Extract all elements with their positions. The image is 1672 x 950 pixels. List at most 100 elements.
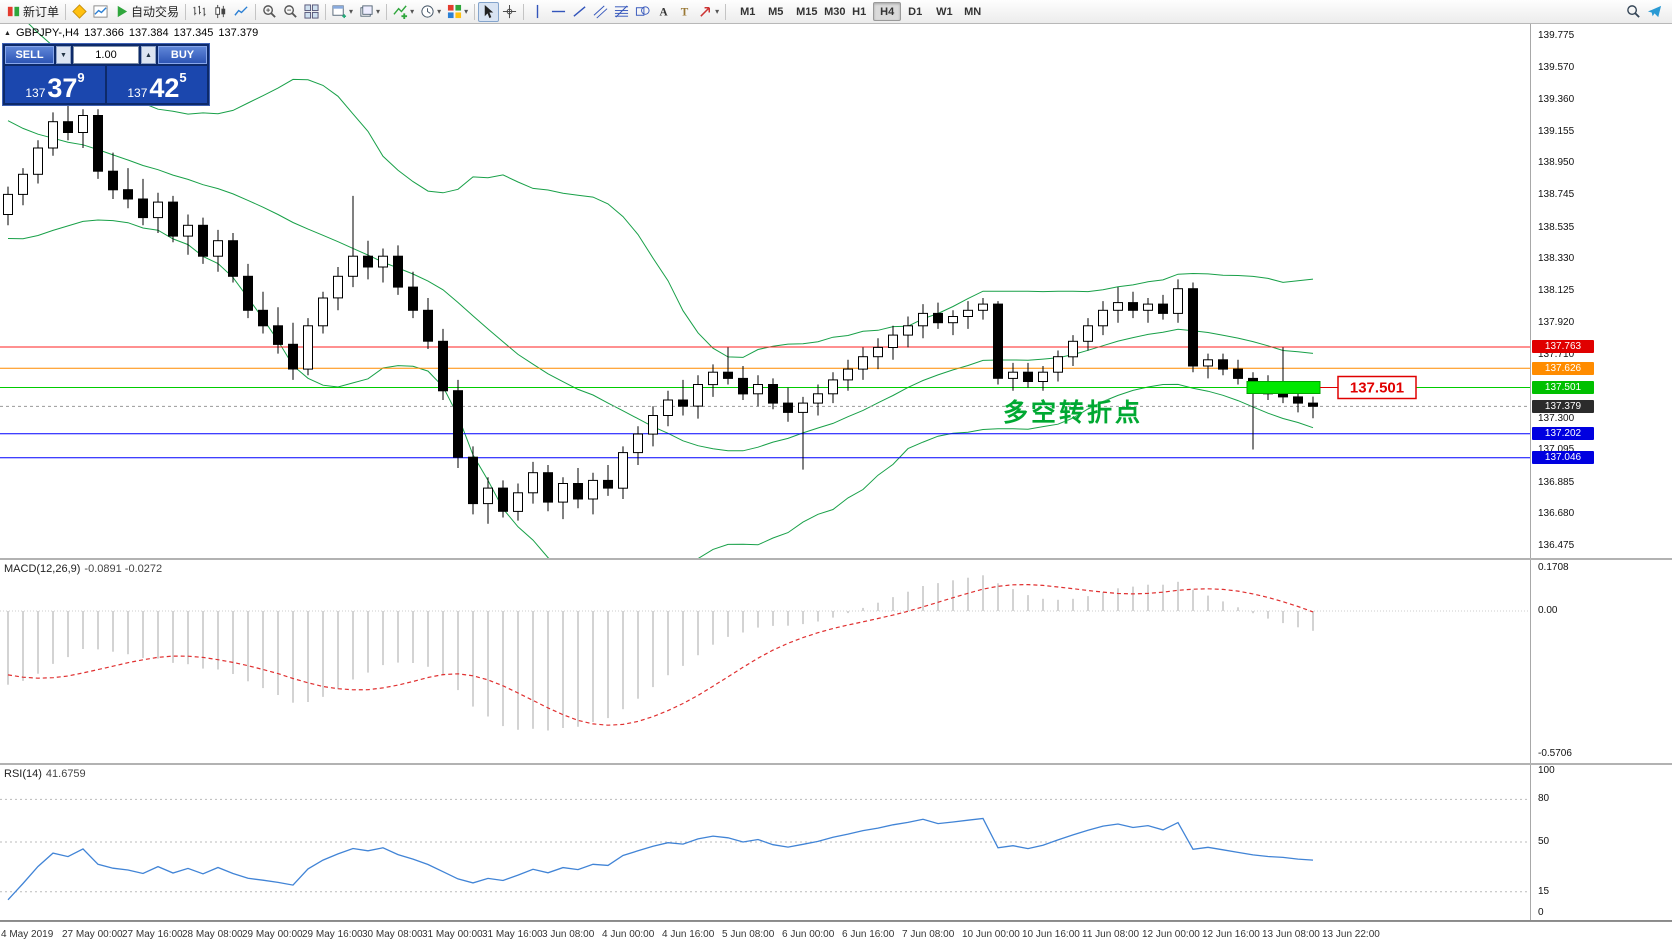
- bar-chart-button[interactable]: [189, 2, 210, 22]
- low-value: 137.345: [173, 27, 214, 39]
- macd-scale[interactable]: 0.1708 0.00 -0.5706: [1530, 560, 1672, 763]
- periods-icon: [420, 4, 435, 19]
- volume-increase-button[interactable]: ▲: [141, 46, 156, 64]
- buy-button[interactable]: BUY: [158, 46, 207, 64]
- new-chart-button[interactable]: ▾: [329, 2, 356, 22]
- new-order-button-label: 新订单: [23, 5, 60, 19]
- text-button[interactable]: A: [653, 2, 674, 22]
- text-label-button[interactable]: T: [674, 2, 695, 22]
- indicators-button[interactable]: ▾: [390, 2, 417, 22]
- tile-windows-button[interactable]: [301, 2, 322, 22]
- annotation-text[interactable]: 多空转折点: [1003, 398, 1144, 427]
- macd-plot[interactable]: [0, 560, 1530, 763]
- autotrading-button-label: 自动交易: [131, 5, 180, 19]
- horizontal-line-button[interactable]: [548, 2, 569, 22]
- periods-button[interactable]: ▾: [417, 2, 444, 22]
- rsi-plot[interactable]: [0, 765, 1530, 920]
- vertical-line-button[interactable]: [527, 2, 548, 22]
- price-tag: 137.763: [1532, 340, 1594, 353]
- collapse-panel-icon[interactable]: ▲: [4, 29, 11, 37]
- price-chart-panel: 137.501 ▲ GBPJPY-,H4 137.366 137.384 137…: [0, 24, 1672, 558]
- macd-scale-label: -0.5706: [1538, 748, 1572, 759]
- macd-panel: MACD(12,26,9) -0.0891 -0.0272 0.1708 0.00 -…: [0, 560, 1672, 763]
- cursor-button[interactable]: [478, 1, 500, 22]
- trendline-button[interactable]: [569, 2, 590, 22]
- line-chart-button[interactable]: [231, 2, 252, 22]
- templates-icon: [447, 4, 462, 19]
- new-order-icon: [6, 4, 21, 19]
- price-chart-plot[interactable]: 137.501: [0, 24, 1530, 558]
- price-callout-box[interactable]: [1337, 375, 1417, 400]
- arrows-button[interactable]: ▾: [695, 2, 722, 22]
- bar-chart-icon: [192, 4, 207, 19]
- price-scale[interactable]: 139.775 139.570 139.360 139.155 138.950 138.7…: [1530, 24, 1672, 558]
- time-axis-label: 31 May 16:00: [482, 929, 543, 940]
- price-scale-label: 136.475: [1538, 540, 1575, 551]
- search-button[interactable]: [1623, 2, 1644, 22]
- timeframe-m1-button[interactable]: M1: [733, 2, 761, 21]
- sell-button[interactable]: SELL: [5, 46, 54, 64]
- volume-decrease-button[interactable]: ▼: [56, 46, 71, 64]
- price-tag: 137.501: [1532, 381, 1594, 394]
- main-toolbar: 新订单 自动交易 ▾ ▾ ▾ ▾ ▾ A T ▾ M1 M5 M15 M30 H1 H4 D1 W1 MN: [0, 0, 1672, 24]
- zoom-in-button[interactable]: [259, 2, 280, 22]
- timeframe-m30-button[interactable]: M30: [817, 2, 845, 21]
- buy-price-big: 42: [149, 73, 180, 103]
- time-axis-label: 3 Jun 08:00: [542, 929, 595, 940]
- highlight-zone[interactable]: [1246, 381, 1321, 394]
- time-axis-label: 7 Jun 08:00: [902, 929, 955, 940]
- price-scale-label: 138.125: [1538, 285, 1575, 296]
- zoom-out-button[interactable]: [280, 2, 301, 22]
- panel-splitter[interactable]: [0, 763, 1672, 765]
- buy-price-prefix: 137: [127, 86, 148, 100]
- timeframe-h4-button[interactable]: H4: [873, 2, 902, 21]
- timeframe-mn-button[interactable]: MN: [957, 2, 985, 21]
- metaeditor-button[interactable]: [69, 2, 90, 22]
- price-tag: 137.379: [1532, 400, 1594, 413]
- price-scale-label: 138.950: [1538, 157, 1575, 168]
- shapes-button[interactable]: [632, 2, 653, 22]
- chevron-down-icon: ▾: [464, 7, 469, 16]
- profiles-icon: [359, 4, 374, 19]
- fibonacci-button[interactable]: [611, 2, 632, 22]
- rsi-scale[interactable]: 100 80 50 15 0: [1530, 765, 1672, 920]
- metaeditor-icon: [72, 4, 87, 19]
- panel-splitter[interactable]: [0, 558, 1672, 560]
- volume-input[interactable]: [73, 46, 139, 64]
- sell-price-sup: 9: [77, 70, 85, 85]
- zoom-out-icon: [283, 4, 298, 19]
- chevron-down-icon: ▾: [410, 7, 415, 16]
- toolbar-separator: [523, 3, 525, 20]
- profiles-button[interactable]: ▾: [356, 2, 383, 22]
- new-order-button[interactable]: 新订单: [3, 2, 62, 22]
- trendline-icon: [572, 4, 587, 19]
- timeframe-w1-button[interactable]: W1: [929, 2, 957, 21]
- label-icon: T: [677, 4, 692, 19]
- templates-button[interactable]: ▾: [444, 2, 471, 22]
- telegram-button[interactable]: [1644, 2, 1665, 22]
- candlestick-chart-button[interactable]: [210, 2, 231, 22]
- macd-scale-label: 0.1708: [1538, 562, 1569, 573]
- open-value: 137.366: [84, 27, 124, 39]
- timeframe-h1-button[interactable]: H1: [845, 2, 873, 21]
- market-watch-button[interactable]: [90, 2, 111, 22]
- timeframe-m15-button[interactable]: M15: [789, 2, 817, 21]
- toolbar-separator: [725, 3, 727, 20]
- timeframe-d1-button[interactable]: D1: [901, 2, 929, 21]
- toolbar-separator: [386, 3, 388, 20]
- autotrading-button[interactable]: 自动交易: [111, 2, 182, 22]
- macd-indicator-name: MACD(12,26,9): [4, 563, 81, 575]
- rsi-scale-label: 0: [1538, 907, 1544, 918]
- equidistant-channel-button[interactable]: [590, 2, 611, 22]
- timeframe-m5-button[interactable]: M5: [761, 2, 789, 21]
- chevron-down-icon: ▾: [437, 7, 442, 16]
- buy-price-display[interactable]: 137 42 5: [107, 66, 207, 103]
- time-axis-label: 30 May 08:00: [362, 929, 423, 940]
- high-value: 137.384: [128, 27, 169, 39]
- symbol-ohlc-line: ▲ GBPJPY-,H4 137.366 137.384 137.345 137…: [4, 27, 258, 39]
- crosshair-button[interactable]: [499, 2, 520, 22]
- sell-price-display[interactable]: 137 37 9: [5, 66, 105, 103]
- time-axis-label: 10 Jun 00:00: [962, 929, 1020, 940]
- telegram-icon: [1647, 4, 1662, 19]
- time-axis[interactable]: 4 May 2019 27 May 00:00 27 May 16:00 28 May…: [0, 921, 1672, 950]
